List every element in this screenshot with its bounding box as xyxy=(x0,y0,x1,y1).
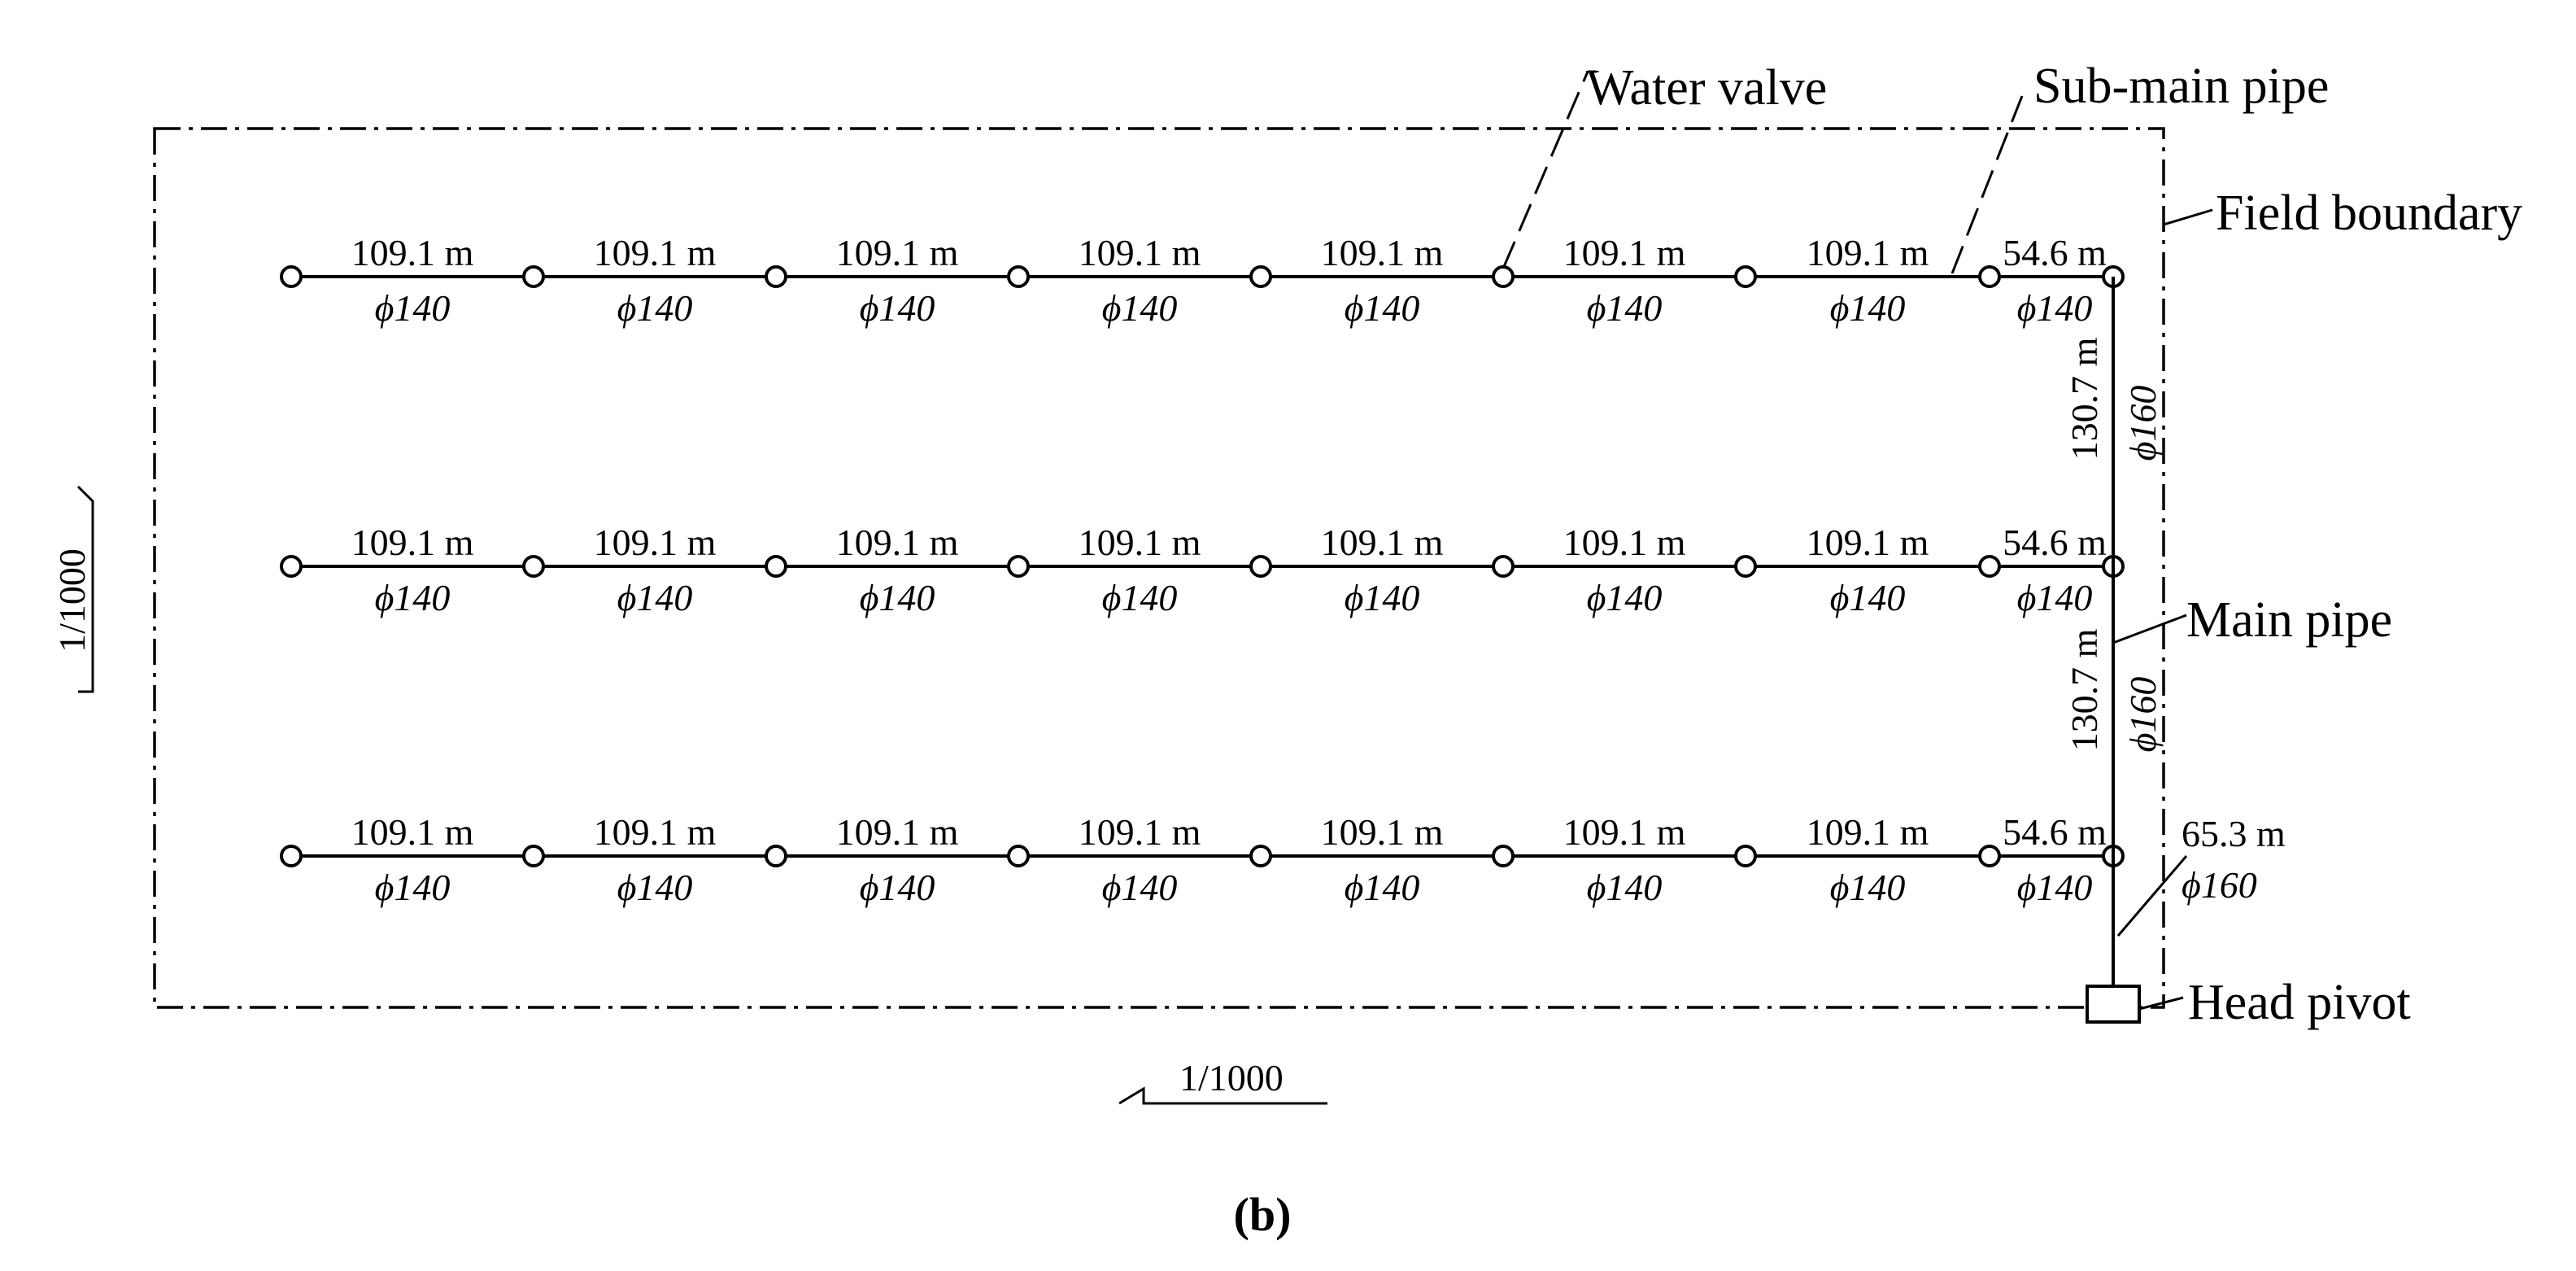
segment-length-label: 109.1 m xyxy=(836,811,959,853)
main-pipe-callout: Main pipe xyxy=(2186,592,2392,648)
field-boundary-rect xyxy=(153,127,2165,1009)
water-valve-node xyxy=(522,845,545,867)
segment-diameter-label: ϕ140 xyxy=(1830,867,1906,908)
segment-length-label: 109.1 m xyxy=(1563,522,1686,563)
segment-length-label: 109.1 m xyxy=(1079,522,1201,563)
water-valve-node xyxy=(280,555,303,578)
segment-length-label: 109.1 m xyxy=(1807,232,1929,273)
segment-diameter-label: ϕ140 xyxy=(1830,577,1906,618)
sub-main-pipe-leader xyxy=(1951,95,2024,274)
segment-diameter-label: ϕ140 xyxy=(2017,287,2093,329)
segment-length-label: 109.1 m xyxy=(836,522,959,563)
water-valve-node xyxy=(1007,555,1030,578)
water-valve-node xyxy=(1249,845,1272,867)
water-valve-node xyxy=(765,845,787,867)
segment-length-label: 109.1 m xyxy=(1079,811,1201,853)
water-valve-node xyxy=(280,265,303,288)
water-valve-node xyxy=(1978,555,2001,578)
segment-length-label: 109.1 m xyxy=(1563,811,1686,853)
segment-diameter-label: ϕ140 xyxy=(375,287,451,329)
segment-diameter-label: ϕ140 xyxy=(617,867,693,908)
segment-length-label: 109.1 m xyxy=(351,522,474,563)
sub-main-pipe-callout: Sub-main pipe xyxy=(2033,59,2329,114)
horizontal-scale-label: 1/1000 xyxy=(1179,1057,1284,1098)
head-pivot-box xyxy=(2086,985,2141,1024)
segment-length-label: 109.1 m xyxy=(351,811,474,853)
segment-diameter-label: ϕ140 xyxy=(617,577,693,618)
segment-diameter-label: ϕ140 xyxy=(1102,577,1178,618)
segment-length-label: 109.1 m xyxy=(1807,811,1929,853)
water-valve-node xyxy=(1492,845,1515,867)
segment-length-label: 54.6 m xyxy=(2003,811,2107,853)
segment-diameter-label: ϕ140 xyxy=(860,577,935,618)
water-valve-node xyxy=(765,265,787,288)
segment-diameter-label: ϕ140 xyxy=(1345,577,1420,618)
segment-diameter-label: ϕ140 xyxy=(375,867,451,908)
segment-diameter-label: ϕ140 xyxy=(375,577,451,618)
field-boundary-leader xyxy=(2163,208,2213,226)
water-valve-node xyxy=(765,555,787,578)
segment-diameter-label: ϕ140 xyxy=(1830,287,1906,329)
head-segment-leader xyxy=(2116,855,2188,937)
segment-diameter-label: ϕ140 xyxy=(860,867,935,908)
water-valve-node xyxy=(1492,265,1515,288)
water-valve-node xyxy=(1978,265,2001,288)
sub-main-rows: 109.1 m ϕ140 109.1 m ϕ140 109.1 m ϕ140 109.1 m… xyxy=(280,232,2125,908)
main-segment-1-diameter: ϕ160 xyxy=(2122,386,2164,461)
water-valve-leader xyxy=(1502,71,1589,269)
segment-length-label: 54.6 m xyxy=(2003,232,2107,273)
water-valve-node xyxy=(1978,845,2001,867)
horizontal-scale-marker xyxy=(1118,1086,1327,1105)
main-pipe-leader xyxy=(2112,614,2187,644)
vertical-scale-marker xyxy=(76,485,94,693)
segment-diameter-label: ϕ140 xyxy=(860,287,935,329)
head-segment-diameter: ϕ160 xyxy=(2182,864,2257,906)
segment-diameter-label: ϕ140 xyxy=(2017,577,2093,618)
head-pivot-callout: Head pivot xyxy=(2188,975,2411,1030)
water-valve-node xyxy=(280,845,303,867)
segment-length-label: 109.1 m xyxy=(1807,522,1929,563)
figure-caption: (b) xyxy=(1234,1188,1292,1241)
segment-diameter-label: ϕ140 xyxy=(1345,867,1420,908)
water-valve-node xyxy=(1249,265,1272,288)
vertical-scale-label: 1/1000 xyxy=(51,548,93,653)
main-segment-2-diameter: ϕ160 xyxy=(2122,677,2164,753)
segment-length-label: 109.1 m xyxy=(1321,522,1444,563)
head-segment-length: 65.3 m xyxy=(2182,813,2286,854)
water-valve-node xyxy=(1249,555,1272,578)
segment-length-label: 109.1 m xyxy=(836,232,959,273)
field-boundary-callout: Field boundary xyxy=(2216,186,2522,241)
head-pivot-leader xyxy=(2138,996,2184,1011)
segment-length-label: 109.1 m xyxy=(351,232,474,273)
water-valve-callout: Water valve xyxy=(1586,60,1827,116)
main-segment-2-length: 130.7 m xyxy=(2064,628,2105,751)
water-valve-node xyxy=(1007,845,1030,867)
segment-length-label: 109.1 m xyxy=(1321,811,1444,853)
segment-length-label: 109.1 m xyxy=(1321,232,1444,273)
segment-diameter-label: ϕ140 xyxy=(617,287,693,329)
segment-length-label: 109.1 m xyxy=(1079,232,1201,273)
segment-diameter-label: ϕ140 xyxy=(1102,867,1178,908)
segment-diameter-label: ϕ140 xyxy=(1587,577,1663,618)
water-valve-node xyxy=(1734,265,1757,288)
water-valve-node xyxy=(522,265,545,288)
segment-length-label: 109.1 m xyxy=(1563,232,1686,273)
segment-diameter-label: ϕ140 xyxy=(2017,867,2093,908)
water-valve-node xyxy=(1734,845,1757,867)
water-valve-node xyxy=(1734,555,1757,578)
main-segment-1-length: 130.7 m xyxy=(2064,337,2105,460)
segment-diameter-label: ϕ140 xyxy=(1587,867,1663,908)
segment-diameter-label: ϕ140 xyxy=(1587,287,1663,329)
segment-length-label: 109.1 m xyxy=(594,522,717,563)
segment-length-label: 109.1 m xyxy=(594,811,717,853)
segment-length-label: 109.1 m xyxy=(594,232,717,273)
water-valve-node xyxy=(522,555,545,578)
segment-diameter-label: ϕ140 xyxy=(1345,287,1420,329)
segment-diameter-label: ϕ140 xyxy=(1102,287,1178,329)
water-valve-node xyxy=(1492,555,1515,578)
segment-length-label: 54.6 m xyxy=(2003,522,2107,563)
water-valve-node xyxy=(1007,265,1030,288)
